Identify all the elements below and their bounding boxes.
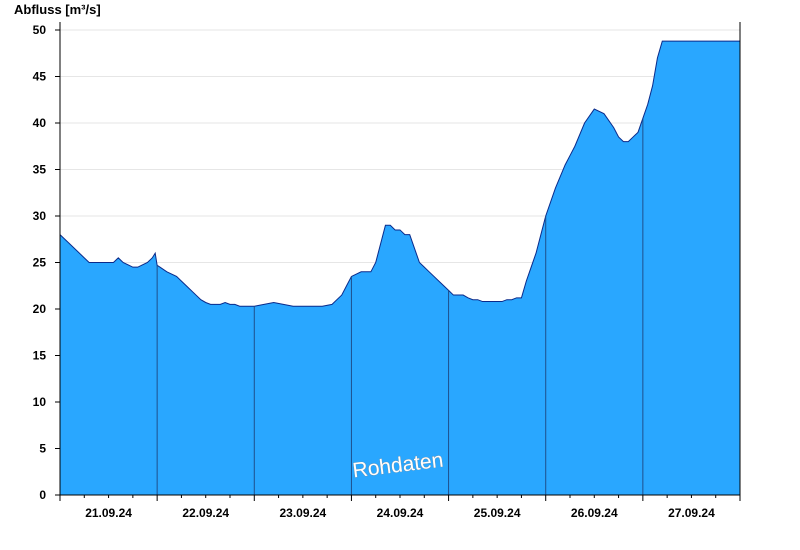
discharge-area-fill [60, 41, 740, 495]
x-tick-label-0: 21.09.24 [85, 506, 132, 520]
y-tick-label-30: 30 [33, 209, 47, 223]
x-tick-label-3: 24.09.24 [377, 506, 424, 520]
y-tick-label-25: 25 [33, 256, 47, 270]
y-tick-label-35: 35 [33, 163, 47, 177]
y-tick-label-20: 20 [33, 302, 47, 316]
y-tick-label-45: 45 [33, 70, 47, 84]
discharge-area [59, 40, 740, 495]
y-tick-label-5: 5 [39, 442, 46, 456]
discharge-line [59, 40, 740, 307]
x-ticks: 21.09.24 22.09.24 23.09.24 24.09.24 25.09.24… [59, 495, 741, 520]
y-tick-label-0: 0 [39, 488, 46, 502]
y-tick-label-15: 15 [33, 349, 47, 363]
x-tick-label-6: 27.09.24 [668, 506, 715, 520]
y-tick-label-10: 10 [33, 395, 47, 409]
y-axis-title: Abfluss [m³/s] [14, 2, 101, 17]
x-tick-label-1: 22.09.24 [182, 506, 229, 520]
y-tick-label-40: 40 [33, 116, 47, 130]
x-tick-label-2: 23.09.24 [279, 506, 326, 520]
x-tick-label-4: 25.09.24 [474, 506, 521, 520]
x-tick-label-5: 26.09.24 [571, 506, 618, 520]
y-ticks: 0 5 10 15 20 25 30 35 40 45 50 [33, 23, 60, 502]
day-dividers [156, 118, 644, 495]
y-tick-label-50: 50 [33, 23, 47, 37]
